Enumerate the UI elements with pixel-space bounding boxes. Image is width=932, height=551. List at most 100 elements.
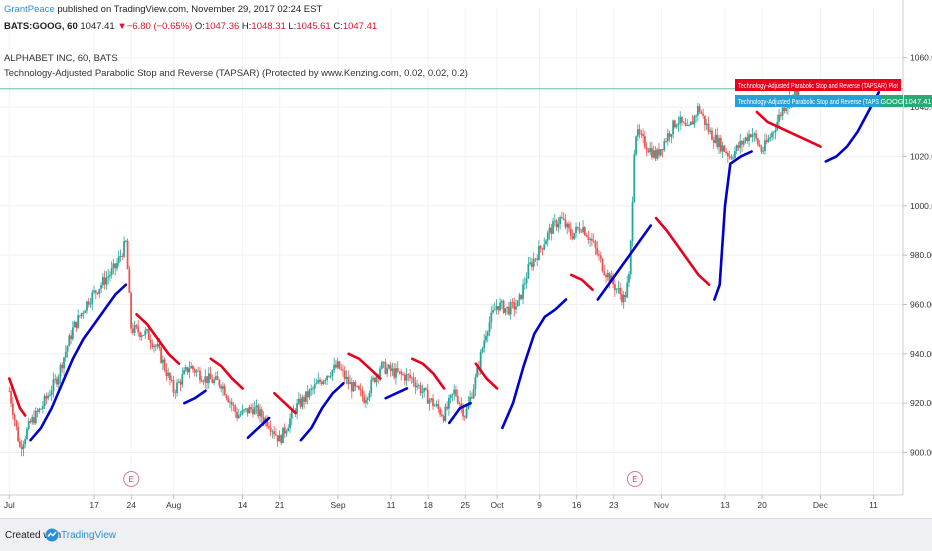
candle-body	[734, 151, 736, 158]
candle-body	[368, 392, 371, 398]
candle-body	[538, 246, 540, 260]
candle-body	[474, 377, 477, 390]
time-axis[interactable]: Jul 17 24 Aug 14 21 Sep 11 18 25 Oct 9 16 23 Nov 13 20 De…	[4, 495, 878, 510]
candle-body	[448, 398, 450, 409]
candle-body	[257, 405, 260, 417]
candle-body	[665, 140, 667, 142]
candle-body	[177, 381, 180, 383]
tradingview-brand-link[interactable]: TradingView	[61, 530, 117, 541]
price-chart[interactable]: 900.00 920.00 940.00 960.00 980.00 1000.00 102…	[0, 0, 932, 518]
candle-body	[15, 420, 18, 427]
candle-body	[409, 374, 411, 378]
candle-body	[679, 116, 682, 124]
candle-body	[197, 370, 200, 372]
candle-body	[550, 227, 553, 234]
candle-body	[658, 149, 660, 156]
candle-body	[621, 294, 623, 303]
candle-body	[670, 134, 673, 137]
candle-body	[502, 300, 505, 313]
candle-body	[407, 374, 410, 375]
candle-body	[647, 150, 650, 153]
candle-body	[220, 385, 223, 389]
candle-body	[591, 238, 593, 241]
candle-body	[230, 401, 233, 405]
sar-segment-down	[569, 273, 594, 292]
candle-body	[400, 371, 403, 375]
candle-body	[188, 368, 191, 373]
time-tick-label: 25	[461, 500, 471, 510]
candle-body	[721, 145, 724, 152]
candle-body	[741, 141, 743, 145]
candle-body	[301, 397, 304, 407]
candle-body	[63, 357, 65, 369]
candle-body	[274, 434, 277, 436]
candle-body	[476, 367, 479, 378]
candle-body	[499, 302, 502, 311]
candle-body	[266, 418, 268, 427]
candle-body	[785, 108, 788, 112]
candle-body	[123, 241, 125, 257]
blue-legend-label: Technology-Adjusted Parabolic Stop and R…	[738, 97, 879, 106]
price-tick-label: 980.00	[910, 250, 932, 260]
candle-body	[56, 378, 58, 385]
candle-body	[33, 417, 35, 424]
candle-body	[375, 375, 378, 383]
candle-body	[124, 240, 127, 242]
candle-body	[66, 346, 69, 352]
price-tick-label: 1060.00	[910, 53, 932, 63]
candle-body	[176, 382, 178, 393]
time-tick-label: 24	[127, 500, 137, 510]
candle-body	[728, 156, 731, 158]
indicator-title[interactable]: Technology-Adjusted Parabolic Stop and R…	[4, 68, 468, 79]
candle-body	[363, 396, 366, 403]
candle-body	[712, 139, 715, 143]
price-tick-label: 960.00	[910, 299, 932, 309]
candle-body	[135, 325, 138, 327]
candle-body	[527, 264, 530, 279]
candle-body	[576, 226, 579, 229]
time-tick-label: Oct	[490, 500, 504, 510]
candle-body	[651, 148, 653, 158]
low-value: 1045.61	[296, 21, 331, 32]
candle-body	[559, 217, 562, 224]
candle-body	[629, 240, 632, 275]
symbol-tag	[881, 95, 903, 107]
close-label: C:	[333, 21, 343, 32]
candle-body	[10, 390, 12, 404]
candle-body	[255, 405, 258, 408]
candle-body	[73, 321, 76, 328]
candle-body	[156, 343, 159, 347]
price-axis[interactable]: 900.00 920.00 940.00 960.00 980.00 1000.00 102…	[903, 53, 932, 458]
candle-body	[693, 115, 696, 125]
candle-body	[322, 380, 325, 384]
candle-body	[336, 361, 339, 368]
candle-body	[543, 244, 546, 250]
candle-body	[548, 227, 551, 233]
time-tick-label: Jul	[4, 500, 15, 510]
candle-body	[488, 322, 491, 333]
candle-body	[31, 417, 34, 423]
candle-body	[209, 373, 212, 380]
candle-body	[41, 405, 44, 409]
symbol-label[interactable]: BATS:GOOG, 60	[4, 21, 78, 32]
candle-body	[126, 240, 129, 270]
candle-body	[151, 343, 154, 348]
candle-body	[573, 232, 576, 239]
author-link[interactable]: GrantPeace	[4, 4, 55, 15]
candle-body	[186, 367, 189, 373]
candle-body	[96, 292, 99, 294]
candle-body	[250, 407, 253, 410]
candle-body	[486, 332, 489, 336]
candle-body	[566, 223, 569, 228]
candle-body	[359, 389, 362, 391]
candle-body	[137, 326, 140, 333]
candle-body	[103, 277, 106, 285]
candle-body	[391, 368, 394, 371]
candle-body	[749, 134, 752, 138]
candle-body	[366, 397, 369, 400]
sar-segment-up	[596, 224, 653, 301]
candle-body	[24, 439, 27, 445]
candle-body	[746, 137, 749, 142]
last-price-tag-label: 1047.41	[904, 97, 931, 106]
candle-body	[352, 382, 355, 392]
